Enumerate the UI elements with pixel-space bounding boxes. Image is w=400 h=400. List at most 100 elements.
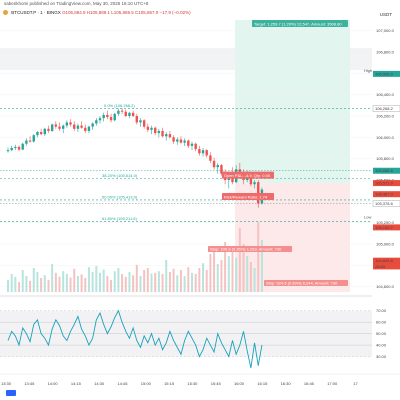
candle-body[interactable] xyxy=(157,130,161,134)
candle-body[interactable] xyxy=(253,182,256,185)
volume-bar xyxy=(253,268,256,292)
candle-body[interactable] xyxy=(54,124,58,127)
volume-bar xyxy=(69,277,72,292)
stop-box[interactable] xyxy=(208,246,292,252)
candle-body[interactable] xyxy=(146,126,150,130)
candle-body[interactable] xyxy=(131,112,135,116)
volume-bar xyxy=(14,276,17,292)
candle-body[interactable] xyxy=(183,140,186,143)
candle-body[interactable] xyxy=(6,150,10,152)
candle-body[interactable] xyxy=(139,120,142,123)
rsi-tick-label: 60.00 xyxy=(376,320,387,325)
candle-body[interactable] xyxy=(87,126,91,131)
candle-body[interactable] xyxy=(21,143,24,150)
entry-box[interactable] xyxy=(222,171,274,179)
stop-box-2[interactable] xyxy=(264,280,348,286)
candle-body[interactable] xyxy=(209,155,212,161)
candle-body[interactable] xyxy=(28,140,32,142)
price-tick-label: 106,800.0 xyxy=(376,50,395,55)
candle-body[interactable] xyxy=(69,122,72,125)
candle-body[interactable] xyxy=(135,116,138,123)
candle-body[interactable] xyxy=(142,120,146,127)
time-tick-label: 14:15 xyxy=(71,381,82,386)
price-tick-label: 104,600.0 xyxy=(376,284,395,289)
candle-body[interactable] xyxy=(190,143,194,146)
volume-bar xyxy=(40,278,43,292)
volume-bar xyxy=(76,276,79,292)
time-tick-label: 14:45 xyxy=(117,381,128,386)
volume-bar xyxy=(198,268,201,292)
candle-body[interactable] xyxy=(165,134,168,137)
candle-body[interactable] xyxy=(117,110,120,114)
candle-body[interactable] xyxy=(14,146,17,148)
volume-bar xyxy=(21,270,24,292)
candle-body[interactable] xyxy=(176,139,179,142)
candle-body[interactable] xyxy=(95,120,98,124)
currency-label[interactable]: USDT xyxy=(379,12,392,17)
candle-body[interactable] xyxy=(65,122,69,126)
candle-body[interactable] xyxy=(216,165,219,168)
pnl-box[interactable] xyxy=(222,193,274,200)
candle-body[interactable] xyxy=(128,112,131,116)
candle-body[interactable] xyxy=(120,110,124,112)
candle-body[interactable] xyxy=(257,182,260,204)
candle-body[interactable] xyxy=(76,125,80,129)
candle-body[interactable] xyxy=(124,111,127,116)
candle-body[interactable] xyxy=(109,117,113,121)
candle-body[interactable] xyxy=(91,123,94,127)
candle-body[interactable] xyxy=(150,127,153,130)
candle-body[interactable] xyxy=(154,127,157,134)
candle-body[interactable] xyxy=(212,160,216,168)
time-tick-label: 13:45 xyxy=(24,381,35,386)
candle-body[interactable] xyxy=(172,137,175,142)
rsi-line[interactable] xyxy=(7,309,263,369)
volume-bar xyxy=(73,268,76,292)
candle-body[interactable] xyxy=(58,126,61,129)
candle-body[interactable] xyxy=(25,140,28,144)
candle-body[interactable] xyxy=(39,132,43,135)
candle-body[interactable] xyxy=(220,165,223,174)
price-axis-label xyxy=(373,180,400,187)
candle-body[interactable] xyxy=(113,113,116,121)
low-marker: Low xyxy=(364,215,371,220)
target-box[interactable] xyxy=(252,20,348,27)
candle-body[interactable] xyxy=(102,114,105,119)
candle-body[interactable] xyxy=(17,146,21,150)
time-tick-label: 15:30 xyxy=(187,381,198,386)
price-axis-label-text: 105,467.0 xyxy=(375,192,394,197)
fib-level-label: 38.20% (105,614.0) xyxy=(102,173,138,178)
candle-body[interactable] xyxy=(161,130,164,137)
volume-bar xyxy=(113,271,116,292)
volume-bar xyxy=(58,276,61,292)
candle-body[interactable] xyxy=(198,149,201,154)
volume-bar xyxy=(84,278,87,292)
candle-body[interactable] xyxy=(187,140,190,146)
candle-body[interactable] xyxy=(36,132,39,136)
volume-bar xyxy=(227,256,230,292)
price-axis-label-text: 105,155.7 xyxy=(375,225,394,230)
volume-bar xyxy=(238,228,241,292)
candle-body[interactable] xyxy=(205,150,208,156)
candle-body[interactable] xyxy=(50,124,54,131)
candle-body[interactable] xyxy=(43,128,46,135)
candle-body[interactable] xyxy=(32,135,35,142)
price-tick-label: 106,000.0 xyxy=(376,135,395,140)
candle-body[interactable] xyxy=(47,128,50,131)
candle-body[interactable] xyxy=(84,127,87,131)
candle-body[interactable] xyxy=(179,139,183,143)
candle-body[interactable] xyxy=(10,148,13,151)
candle-body[interactable] xyxy=(80,125,83,128)
symbol-name[interactable]: BTCUSDT.P · 1 · BINGX xyxy=(11,10,61,15)
candle-body[interactable] xyxy=(168,134,172,138)
candle-body[interactable] xyxy=(73,124,76,129)
symbol-legend: BTCUSDT.P · 1 · BINGX O105,884.9 H105,88… xyxy=(3,10,191,16)
candle-body[interactable] xyxy=(62,125,65,129)
candle-body[interactable] xyxy=(201,150,205,154)
candle-body[interactable] xyxy=(106,114,109,118)
time-tick-label: 14:30 xyxy=(94,381,105,386)
volume-bar xyxy=(18,282,21,292)
candle-body[interactable] xyxy=(98,118,102,121)
price-axis-label-text: 105,571.0 xyxy=(375,181,394,186)
candle-body[interactable] xyxy=(194,143,197,150)
